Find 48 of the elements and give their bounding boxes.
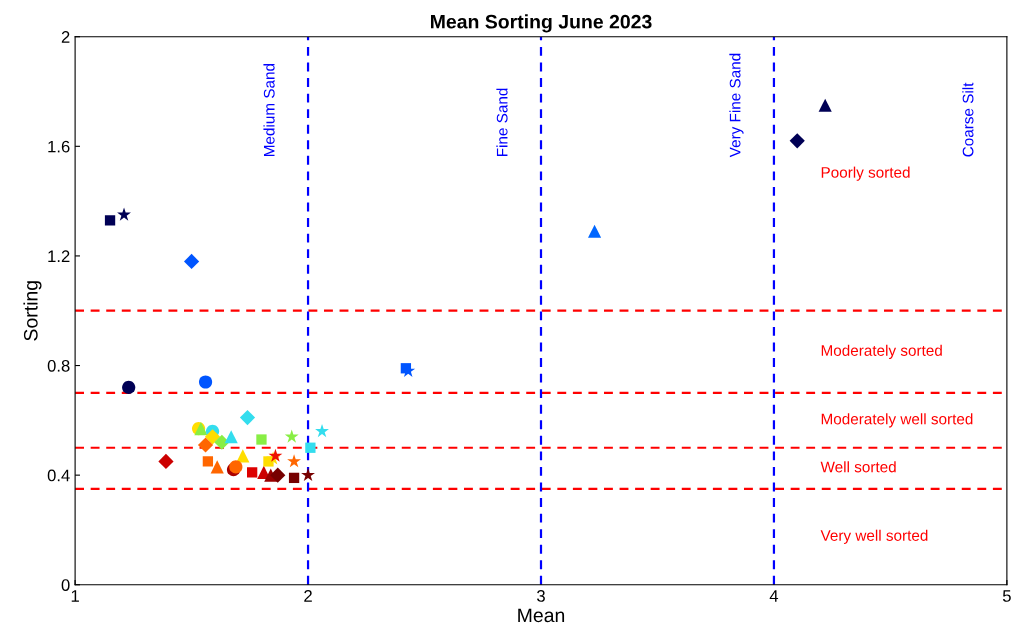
point <box>305 442 316 453</box>
point <box>284 429 299 443</box>
y-tick-label: 1.6 <box>48 140 70 153</box>
x-tick-label: 5 <box>1002 590 1011 602</box>
point <box>239 409 256 426</box>
point <box>288 472 300 484</box>
annotation: Well sorted <box>820 461 896 473</box>
y-tick-label: 0.4 <box>47 469 70 482</box>
annotation: Medium Sand <box>263 64 275 157</box>
point <box>158 453 174 470</box>
point <box>287 454 301 468</box>
annotation: Moderately well sorted <box>821 413 973 428</box>
point <box>236 449 250 463</box>
y-tick-label: 0 <box>61 579 70 591</box>
point <box>789 133 805 149</box>
chart-title: Mean Sorting June 2023 <box>431 14 652 33</box>
point <box>104 215 116 226</box>
annotation: Very well sorted <box>820 529 928 544</box>
x-axis-title: Mean <box>518 608 565 623</box>
x-tick-label: 4 <box>769 590 779 602</box>
point <box>224 430 238 444</box>
point <box>270 467 286 483</box>
y-tick-label: 1.2 <box>48 250 70 262</box>
point <box>198 375 213 389</box>
point <box>210 460 224 474</box>
point <box>202 456 214 467</box>
point <box>117 207 131 221</box>
y-axis-title: Sorting <box>23 281 42 341</box>
annotation: Coarse Silt <box>962 82 974 157</box>
point <box>183 253 200 270</box>
annotation: Fine Sand <box>496 88 508 157</box>
point <box>197 437 214 453</box>
annotation: Moderately sorted <box>821 344 942 359</box>
y-tick-label: 0.8 <box>47 359 70 372</box>
annotation: Poorly sorted <box>821 166 910 181</box>
point <box>315 424 329 438</box>
point <box>247 467 258 478</box>
point <box>256 434 267 445</box>
point <box>818 98 832 112</box>
point <box>587 224 602 238</box>
point <box>122 380 136 395</box>
y-tick-label: 2 <box>61 31 70 43</box>
point <box>204 429 221 445</box>
x-tick-label: 2 <box>304 590 312 602</box>
point <box>301 467 315 482</box>
x-tick-label: 3 <box>537 590 545 602</box>
annotation: Very Fine Sand <box>729 53 744 158</box>
x-tick-label: 1 <box>71 590 79 602</box>
